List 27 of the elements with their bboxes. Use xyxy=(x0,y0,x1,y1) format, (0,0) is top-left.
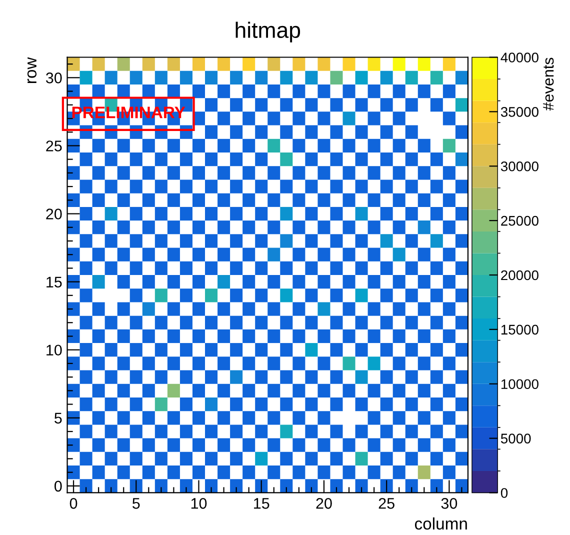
y-axis-title: row xyxy=(27,57,37,83)
color-bar-label: 0 xyxy=(500,488,508,498)
x-tick-label: 30 xyxy=(441,498,458,509)
color-bar-label: 30000 xyxy=(500,161,538,172)
y-tick-label: 5 xyxy=(54,412,62,424)
x-tick-label: 20 xyxy=(316,498,332,509)
color-bar-label: 15000 xyxy=(501,324,538,335)
x-tick-label: 25 xyxy=(378,498,394,509)
x-axis-title: column xyxy=(414,517,467,530)
y-tick-label: 30 xyxy=(46,72,62,84)
color-bar-label: 35000 xyxy=(500,107,538,117)
y-tick-label: 0 xyxy=(54,480,62,492)
y-tick-label: 25 xyxy=(46,140,62,152)
y-tick-label: 15 xyxy=(46,276,62,288)
color-bar-label: 25000 xyxy=(501,216,538,226)
x-tick-label: 5 xyxy=(132,498,140,509)
chart-title: hitmap xyxy=(236,22,300,42)
color-bar-label: 20000 xyxy=(501,270,538,280)
color-bar-label: 10000 xyxy=(501,379,538,390)
y-tick-label: 10 xyxy=(46,344,62,356)
y-tick-label: 20 xyxy=(46,208,62,220)
color-bar-label: 40000 xyxy=(500,52,538,62)
x-tick-label: 0 xyxy=(70,498,78,509)
color-bar-title: #events xyxy=(543,58,554,111)
color-bar-label: 5000 xyxy=(500,434,531,444)
x-tick-label: 10 xyxy=(191,498,207,509)
x-tick-label: 15 xyxy=(254,498,270,509)
